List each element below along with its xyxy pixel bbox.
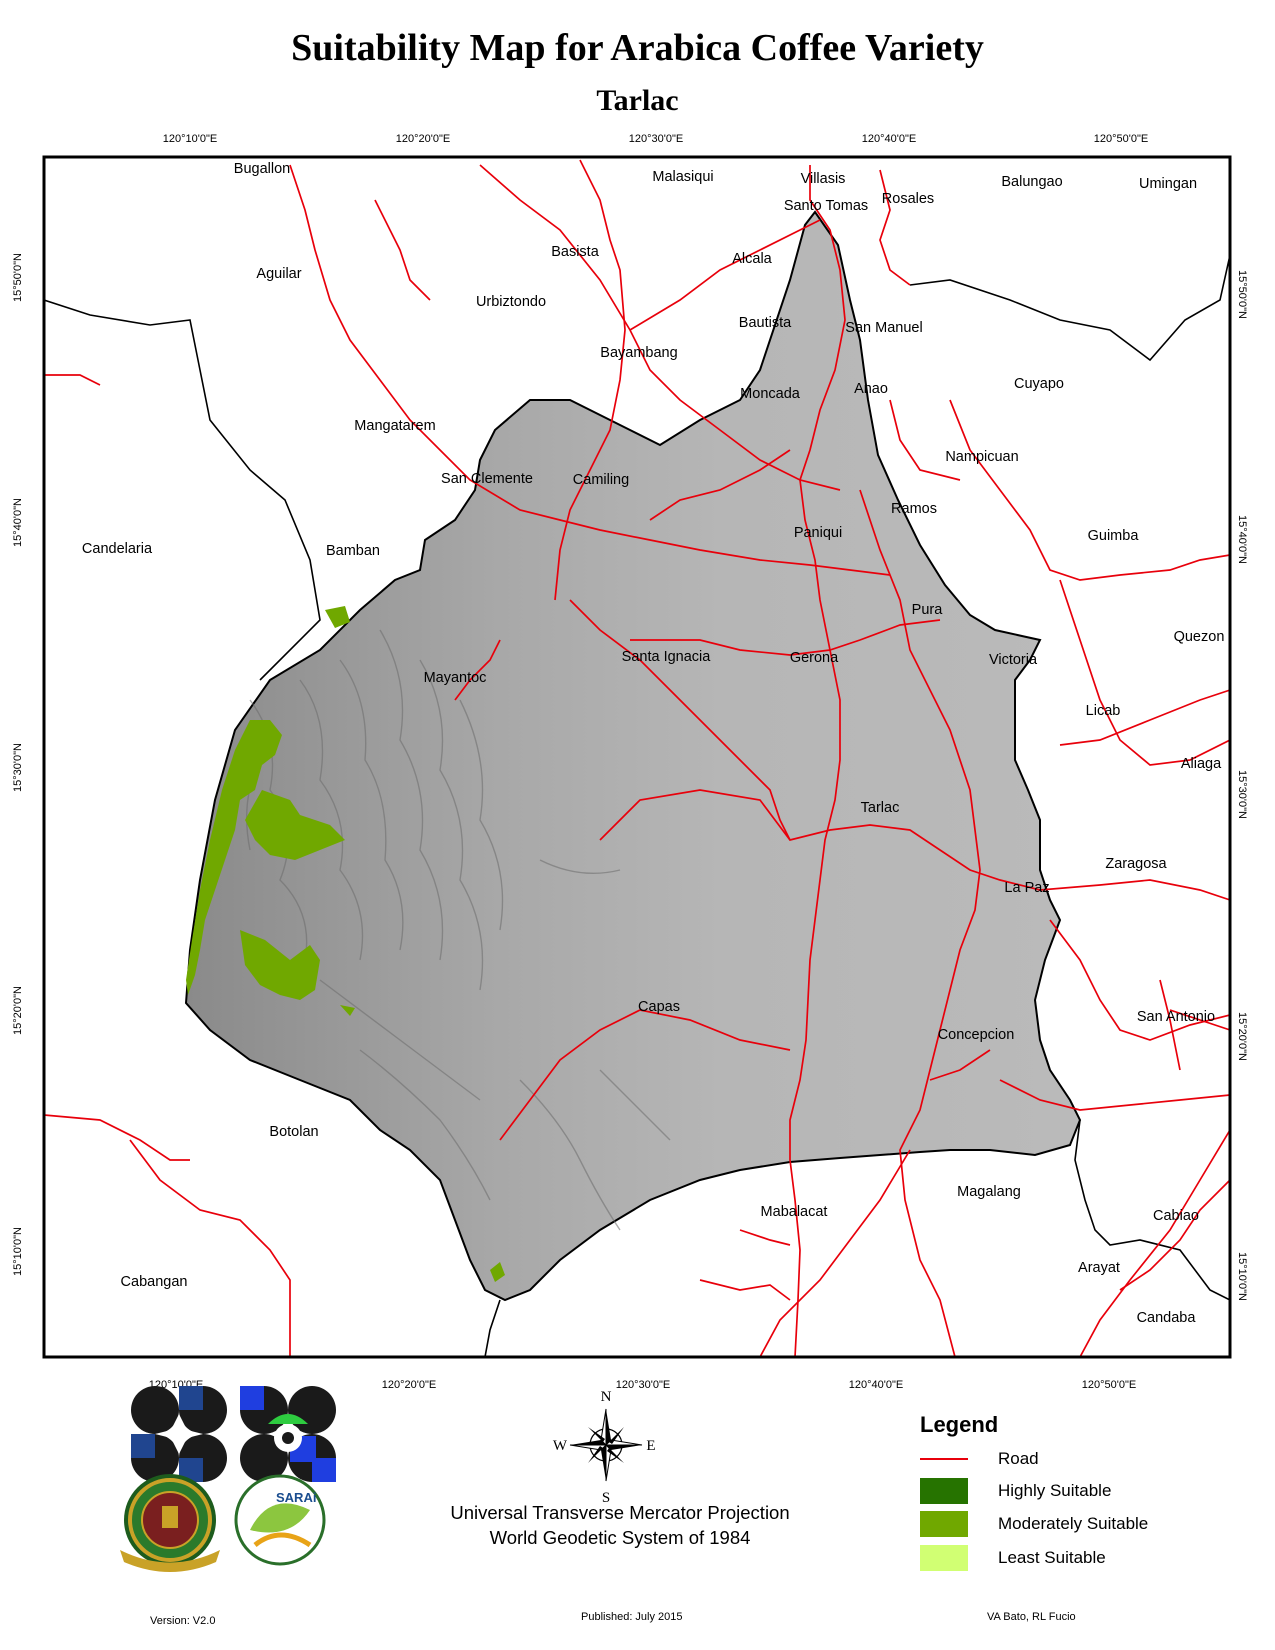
- place-label-nampicuan: Nampicuan: [945, 449, 1018, 465]
- legend-title: Legend: [920, 1412, 999, 1437]
- uplb-seal: [120, 1474, 220, 1572]
- place-label-malasiqui: Malasiqui: [652, 169, 713, 185]
- place-label-santa-ignacia: Santa Ignacia: [622, 649, 712, 665]
- place-label-concepcion: Concepcion: [938, 1027, 1015, 1043]
- place-label-bautista: Bautista: [739, 315, 792, 331]
- place-label-quezon: Quezon: [1174, 629, 1225, 645]
- place-label-villasis: Villasis: [801, 171, 846, 187]
- version-text: Version: V2.0: [150, 1615, 216, 1627]
- tick-bottom-3: 120°30'0"E: [615, 1379, 671, 1391]
- place-label-basista: Basista: [551, 244, 599, 260]
- place-label-pura: Pura: [912, 602, 944, 618]
- tick-top-1: 120°10'0"E: [162, 133, 218, 145]
- moderately-suitable-swatch: [920, 1511, 968, 1537]
- svg-text:SARAi: SARAi: [276, 1490, 316, 1505]
- place-label-mayantoc: Mayantoc: [424, 670, 487, 686]
- place-label-bugallon: Bugallon: [234, 161, 290, 177]
- north-arrow: N S E W: [553, 1389, 656, 1506]
- place-label-aliaga: Aliaga: [1181, 756, 1222, 772]
- place-label-la-paz: La Paz: [1004, 880, 1049, 896]
- legend-item-highly: Highly Suitable: [920, 1478, 1111, 1504]
- place-label-victoria: Victoria: [989, 652, 1038, 668]
- place-labels: Bugallon Malasiqui Villasis Santo Tomas Rosa…: [82, 161, 1224, 1326]
- place-label-moncada: Moncada: [740, 386, 801, 402]
- legend-label-least: Least Suitable: [998, 1548, 1106, 1567]
- tarlac-province-area: [184, 210, 1082, 1302]
- place-label-camiling: Camiling: [573, 472, 629, 488]
- place-label-anao: Anao: [854, 381, 888, 397]
- place-label-candelaria: Candelaria: [82, 541, 153, 557]
- place-label-candaba: Candaba: [1137, 1310, 1197, 1326]
- place-label-san-manuel: San Manuel: [845, 320, 922, 336]
- road-swatch: [920, 1458, 968, 1460]
- place-label-licab: Licab: [1086, 703, 1121, 719]
- highly-suitable-swatch: [920, 1478, 968, 1504]
- roads: [44, 159, 1230, 1357]
- legend-item-least: Least Suitable: [920, 1545, 1106, 1571]
- compass-e: E: [646, 1438, 655, 1454]
- tick-bottom-2: 120°20'0"E: [381, 1379, 437, 1391]
- map-title: Suitability Map for Arabica Coffee Varie…: [291, 27, 984, 69]
- tick-top-3: 120°30'0"E: [628, 133, 684, 145]
- place-label-mabalacat: Mabalacat: [761, 1204, 828, 1220]
- place-label-cabiao: Cabiao: [1153, 1208, 1199, 1224]
- tick-top-4: 120°40'0"E: [861, 133, 917, 145]
- compass-n: N: [601, 1389, 612, 1405]
- sarai-logo: SARAi: [234, 1474, 326, 1566]
- place-label-urbiztondo: Urbiztondo: [476, 294, 546, 310]
- moderately-suitable-areas: [186, 606, 505, 1282]
- projection-line-2: World Geodetic System of 1984: [489, 1527, 751, 1548]
- projection-line-1: Universal Transverse Mercator Projection: [450, 1502, 790, 1523]
- place-label-bamban: Bamban: [326, 543, 380, 559]
- legend-label-moderately: Moderately Suitable: [998, 1514, 1149, 1533]
- place-label-magalang: Magalang: [957, 1184, 1021, 1200]
- place-label-tarlac: Tarlac: [861, 800, 900, 816]
- published-text: Published: July 2015: [581, 1611, 683, 1623]
- place-label-santo-tomas: Santo Tomas: [784, 198, 868, 214]
- place-label-san-antonio: San Antonio: [1137, 1009, 1215, 1025]
- place-label-capas: Capas: [638, 999, 680, 1015]
- place-label-san-clemente: San Clemente: [441, 471, 533, 487]
- compass-w: W: [553, 1438, 568, 1454]
- place-label-guimba: Guimba: [1088, 528, 1140, 544]
- place-label-botolan: Botolan: [269, 1124, 318, 1140]
- place-label-paniqui: Paniqui: [794, 525, 842, 541]
- map-subtitle: Tarlac: [596, 84, 679, 117]
- place-label-balungao: Balungao: [1001, 174, 1062, 190]
- place-label-zaragosa: Zaragosa: [1105, 856, 1167, 872]
- place-label-mangatarem: Mangatarem: [354, 418, 435, 434]
- place-label-cabangan: Cabangan: [121, 1274, 188, 1290]
- place-label-bayambang: Bayambang: [600, 345, 677, 361]
- legend-label-highly: Highly Suitable: [998, 1481, 1112, 1500]
- tick-bottom-4: 120°40'0"E: [848, 1379, 904, 1391]
- place-label-rosales: Rosales: [882, 191, 934, 207]
- map-frame: [42, 155, 1232, 1359]
- dost-logo: [131, 1386, 227, 1482]
- pcaarrd-logo: [240, 1386, 336, 1482]
- compass-s: S: [602, 1490, 610, 1506]
- legend-item-moderately: Moderately Suitable: [920, 1511, 1148, 1537]
- tick-top-2: 120°20'0"E: [395, 133, 451, 145]
- place-label-aguilar: Aguilar: [256, 266, 301, 282]
- legend-label-road: Road: [998, 1449, 1039, 1468]
- place-label-cuyapo: Cuyapo: [1014, 376, 1064, 392]
- place-label-umingan: Umingan: [1139, 176, 1197, 192]
- place-label-gerona: Gerona: [790, 650, 839, 666]
- authors-text: VA Bato, RL Fucio: [987, 1611, 1076, 1623]
- external-boundaries: [44, 254, 1230, 1357]
- place-label-ramos: Ramos: [891, 501, 937, 517]
- place-label-alcala: Alcala: [732, 251, 772, 267]
- place-label-arayat: Arayat: [1078, 1260, 1120, 1276]
- legend-item-road: Road: [920, 1446, 1039, 1472]
- tick-top-5: 120°50'0"E: [1093, 133, 1149, 145]
- least-suitable-swatch: [920, 1545, 968, 1571]
- tick-bottom-5: 120°50'0"E: [1081, 1379, 1137, 1391]
